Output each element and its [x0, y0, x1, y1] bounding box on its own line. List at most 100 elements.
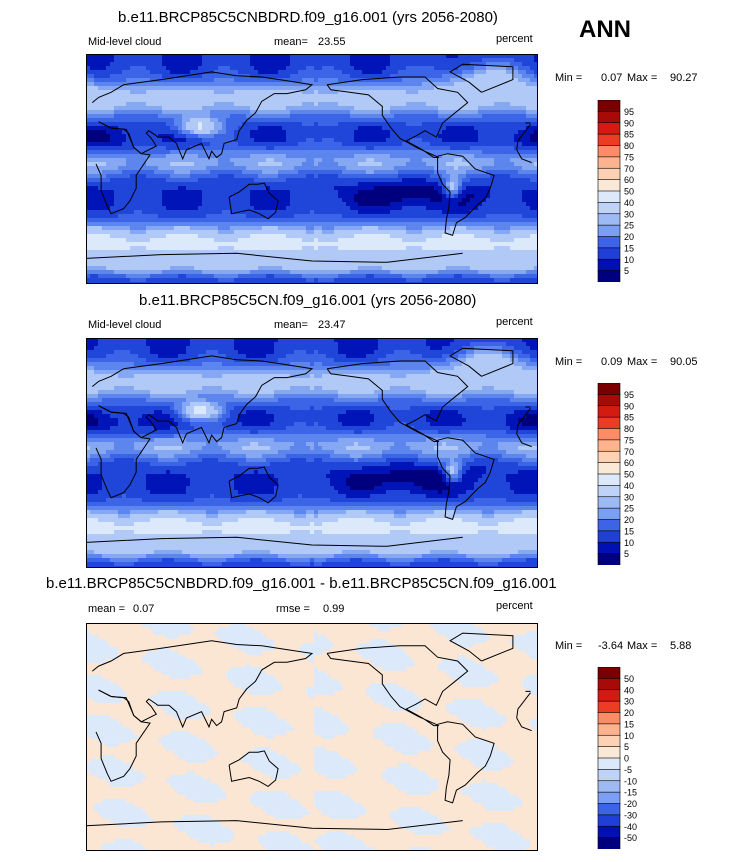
map-cell [378, 146, 383, 151]
map-cell [174, 130, 179, 135]
map-cell [122, 158, 127, 163]
map-cell [214, 90, 219, 95]
map-cell [518, 194, 523, 199]
map-cell [286, 102, 291, 107]
map-cell [414, 114, 419, 119]
map-cell [302, 86, 307, 91]
map-cell [310, 118, 315, 123]
map-cell [482, 150, 487, 155]
map-cell [134, 218, 139, 223]
map-cell [170, 222, 175, 227]
map-cell [418, 210, 423, 215]
map-cell [106, 130, 111, 135]
map-cell [434, 102, 439, 107]
map-cell [246, 174, 251, 179]
map-cell [302, 66, 307, 71]
map-cell [290, 146, 295, 151]
map-cell [286, 198, 291, 203]
map-cell [506, 146, 511, 151]
map-cell [458, 190, 463, 195]
map-cell [90, 98, 95, 103]
map-cell [130, 106, 135, 111]
map-cell [266, 170, 271, 175]
map-cell [138, 190, 143, 195]
map-cell [394, 106, 399, 111]
map-cell [98, 118, 103, 123]
map-cell [378, 226, 383, 231]
map-cell [254, 174, 259, 179]
map-cell [486, 122, 491, 127]
map-cell [406, 206, 411, 211]
map-cell [410, 202, 415, 207]
map-cell [378, 66, 383, 71]
map-cell [474, 154, 479, 159]
map-cell [434, 166, 439, 171]
map-cell [146, 178, 151, 183]
map-cell [506, 226, 511, 231]
map-cell [318, 78, 323, 83]
map-cell [366, 194, 371, 199]
panel1-max-value: 90.27 [670, 72, 698, 84]
map-cell [286, 150, 291, 155]
map-cell [222, 174, 227, 179]
map-cell [354, 122, 359, 127]
map-cell [170, 86, 175, 91]
map-cell [366, 70, 371, 75]
map-cell [494, 86, 499, 91]
map-cell [298, 174, 303, 179]
map-cell [366, 214, 371, 219]
panel1-map [86, 54, 538, 284]
map-cell [110, 190, 115, 195]
map-cell [386, 146, 391, 151]
map-cell [218, 218, 223, 223]
map-cell [170, 126, 175, 131]
map-cell [370, 166, 375, 171]
map-cell [94, 74, 99, 79]
map-cell [414, 174, 419, 179]
map-cell [494, 162, 499, 167]
map-cell [334, 202, 339, 207]
map-cell [414, 66, 419, 71]
map-cell [262, 82, 267, 87]
map-cell [258, 226, 263, 231]
map-cell [534, 86, 538, 91]
map-cell [158, 178, 163, 183]
map-cell [502, 222, 507, 227]
map-cell [510, 98, 515, 103]
map-cell [526, 62, 531, 67]
map-cell [266, 226, 271, 231]
map-cell [526, 174, 531, 179]
map-cell [226, 158, 231, 163]
map-cell [462, 66, 467, 71]
map-cell [222, 218, 227, 223]
map-cell [494, 154, 499, 159]
map-cell [474, 54, 479, 59]
map-cell [94, 54, 99, 59]
map-cell [134, 70, 139, 75]
map-cell [302, 94, 307, 99]
map-cell [426, 110, 431, 115]
map-cell [458, 206, 463, 211]
map-cell [322, 138, 327, 143]
map-cell [398, 138, 403, 143]
map-cell [502, 62, 507, 67]
map-cell [426, 126, 431, 131]
map-cell [138, 194, 143, 199]
map-cell [262, 190, 267, 195]
map-cell [410, 82, 415, 87]
map-cell [438, 190, 443, 195]
map-cell [126, 186, 131, 191]
map-cell [158, 58, 163, 63]
map-cell [154, 54, 159, 59]
map-cell [270, 186, 275, 191]
map-cell [194, 202, 199, 207]
map-cell [406, 218, 411, 223]
map-cell [122, 170, 127, 175]
map-cell [174, 86, 179, 91]
map-cell [286, 226, 291, 231]
map-cell [526, 130, 531, 135]
map-cell [190, 90, 195, 95]
map-cell [190, 210, 195, 215]
map-cell [162, 182, 167, 187]
map-cell [402, 130, 407, 135]
